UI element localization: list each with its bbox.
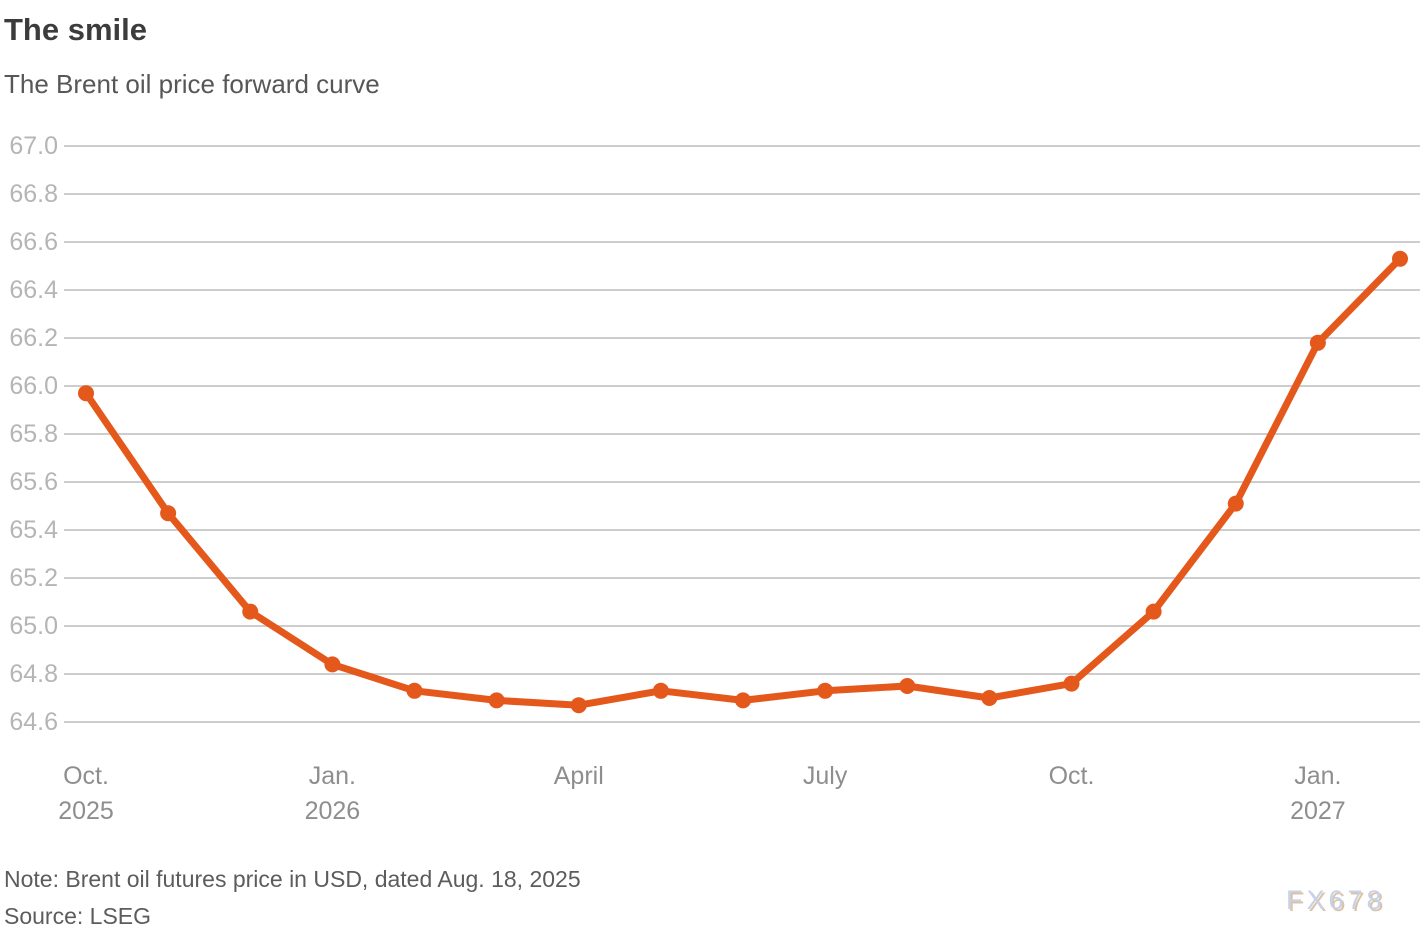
data-point <box>981 690 998 706</box>
y-tick-label: 65.8 <box>9 420 58 448</box>
y-tick-label: 65.0 <box>9 612 58 640</box>
data-point <box>406 682 423 699</box>
y-tick-label: 65.6 <box>9 468 58 496</box>
data-point <box>1392 250 1408 267</box>
data-point <box>1227 495 1244 512</box>
data-point <box>324 656 341 673</box>
y-tick-label: 66.4 <box>9 276 58 304</box>
chart-note: Note: Brent oil futures price in USD, da… <box>4 866 581 892</box>
data-point <box>488 692 505 709</box>
x-tick-year-label: 2026 <box>305 797 361 825</box>
data-point <box>78 385 94 402</box>
data-point <box>570 697 587 714</box>
x-tick-label: Oct. <box>63 762 109 790</box>
page-title: The smile <box>4 12 147 47</box>
x-tick-label: Jan. <box>1294 762 1341 790</box>
x-tick-label: Oct. <box>1049 762 1095 790</box>
x-tick-label: Jan. <box>309 762 356 790</box>
data-point <box>242 603 259 620</box>
data-point <box>817 682 834 699</box>
y-tick-label: 65.2 <box>9 564 58 592</box>
y-tick-label: 66.2 <box>9 324 58 352</box>
data-point <box>160 505 177 522</box>
data-point <box>735 692 751 709</box>
data-point <box>1063 675 1080 692</box>
y-tick-label: 65.4 <box>9 516 58 544</box>
y-tick-label: 67.0 <box>9 132 58 160</box>
y-tick-label: 64.8 <box>9 660 58 688</box>
data-point <box>652 682 669 699</box>
y-tick-label: 64.6 <box>9 708 58 736</box>
y-tick-label: 66.6 <box>9 228 58 256</box>
x-tick-label: April <box>554 762 604 790</box>
y-tick-label: 66.0 <box>9 372 58 400</box>
data-point <box>899 678 916 694</box>
data-point <box>1309 334 1326 351</box>
x-tick-label: July <box>803 762 848 790</box>
data-point <box>1145 603 1162 620</box>
watermark: FX678 <box>1286 885 1386 915</box>
chart-source: Source: LSEG <box>4 903 152 929</box>
y-tick-label: 66.8 <box>9 180 58 208</box>
chart-subtitle: The Brent oil price forward curve <box>4 69 380 99</box>
x-tick-year-label: 2025 <box>58 797 114 825</box>
x-tick-year-label: 2027 <box>1290 797 1346 825</box>
